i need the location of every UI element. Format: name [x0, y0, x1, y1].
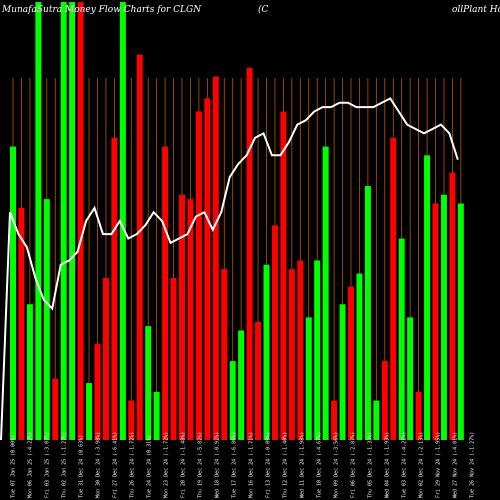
x-tick-label: Mon 02 Dec 24 (-2.13%): [419, 432, 425, 498]
x-tick-label: Tue 03 Dec 24 (-4.21%): [402, 432, 408, 498]
bar-down: [381, 361, 388, 440]
x-tick-label: Tue 26 Nov 24 (-1.27%): [470, 432, 476, 498]
bar-down: [128, 400, 135, 440]
x-tick-label: Mon 16 Dec 24 (-1.71%): [249, 432, 255, 498]
x-tick-label: Mon 09 Dec 24 (-3.56%): [334, 432, 340, 498]
bar-down: [77, 2, 84, 440]
bar-up: [69, 2, 76, 440]
bar-up: [86, 383, 93, 440]
x-tick-label: Tue 24 Dec 24 (0.31%): [147, 435, 153, 498]
x-tick-label: Tue 17 Dec 24 (-6.86%): [232, 432, 238, 498]
bar-down: [280, 111, 287, 440]
x-tick-label: Thu 26 Dec 24 (-1.72%): [130, 432, 136, 498]
bar-down: [348, 286, 354, 440]
chart-title-mid: (C: [258, 4, 269, 15]
x-tick-label: Mon 23 Dec 24 (-1.72%): [164, 432, 170, 498]
x-tick-label: Thu 19 Dec 24 (-5.82%): [198, 432, 204, 498]
bar-down: [187, 199, 194, 440]
bar-down: [449, 172, 456, 440]
x-tick-label: Fri 13 Dec 24 (-0.09%): [266, 432, 272, 498]
x-tick-label: Fri 27 Dec 24 (-6.41%): [113, 432, 119, 498]
bar-up: [10, 146, 16, 441]
bar-up: [373, 400, 380, 440]
bar-up: [60, 2, 67, 440]
bar-down: [212, 76, 219, 441]
bar-down: [288, 269, 295, 440]
bar-up: [263, 264, 270, 440]
bar-up: [119, 2, 126, 440]
bar-down: [415, 391, 422, 440]
x-tick-label: Mon 30 Dec 24 (-3.98%): [96, 432, 102, 498]
bar-down: [297, 260, 304, 440]
x-tick-label: Wed 18 Dec 24 (-0.92%): [215, 432, 221, 498]
bar-up: [229, 361, 236, 440]
bar-up: [145, 326, 152, 440]
bar-down: [246, 67, 253, 440]
bar-up: [314, 260, 321, 440]
bar-down: [432, 203, 439, 440]
bar-down: [136, 54, 143, 441]
bar-down: [255, 321, 262, 440]
chart-title-left: MunafaSutra Money Flow Charts for CLGN: [1, 5, 202, 15]
bar-down: [331, 400, 338, 440]
bar-down: [170, 277, 177, 440]
bar-up: [356, 273, 363, 440]
x-tick-label: Fri 03 Jan 25 (-3.07%): [45, 432, 51, 498]
bar-series: [10, 2, 464, 441]
bar-down: [221, 269, 228, 440]
x-tick-label: Fri 29 Nov 24 (-1.95%): [436, 432, 442, 498]
x-tick-label: Thu 05 Dec 24 (-1.33%): [368, 432, 374, 498]
bar-up: [238, 330, 245, 440]
bar-down: [94, 343, 101, 440]
bar-up: [305, 317, 312, 440]
x-tick-label: Wed 11 Dec 24 (-1.98%): [300, 432, 306, 498]
bar-down: [18, 207, 25, 440]
x-axis-tick-labels: Tue 07 Jan 25 (0.00%) Mon 06 Jan 25 (-4.2…: [11, 432, 476, 498]
x-tick-label: Tue 10 Dec 24 (-4.67%): [317, 432, 323, 498]
x-tick-label: Thu 02 Jan 25 (-1.27%): [62, 432, 68, 498]
bar-down: [179, 194, 185, 440]
bar-up: [339, 304, 346, 440]
bar-down: [271, 225, 278, 440]
bar-up: [424, 155, 431, 441]
x-tick-label: Thu 12 Dec 24 (-1.40%): [283, 432, 289, 498]
bar-up: [26, 304, 33, 440]
bar-down: [390, 137, 397, 440]
x-tick-label: Fri 20 Dec 24 (-1.48%): [181, 432, 187, 498]
x-tick-label: Fri 06 Dec 24 (-2.87%): [351, 432, 357, 498]
bar-up: [364, 185, 371, 440]
x-tick-label: Mon 06 Jan 25 (-4.22%): [28, 432, 34, 498]
bar-down: [195, 111, 202, 440]
bar-up: [153, 391, 160, 440]
x-tick-label: Tue 07 Jan 25 (0.00%): [11, 435, 17, 498]
bar-up: [440, 194, 447, 440]
bar-down: [162, 146, 169, 441]
x-tick-label: Tue 31 Dec 24 (0.63%): [79, 435, 85, 498]
bar-up: [407, 317, 414, 440]
bar-up: [43, 199, 50, 440]
x-tick-label: Wed 27 Nov 24 (-4.01%): [453, 432, 459, 498]
bar-up: [398, 238, 405, 440]
x-tick-label: Wed 04 Dec 24 (-1.93%): [385, 432, 391, 498]
bar-down: [204, 98, 211, 441]
bar-down: [102, 277, 109, 440]
bar-down: [52, 378, 59, 440]
chart-title-right: ollPlant Hold: [452, 5, 500, 15]
bar-up: [322, 146, 329, 441]
bar-up: [457, 203, 464, 440]
bar-up: [35, 2, 42, 440]
money-flow-line: [0, 97, 459, 441]
bar-down: [111, 137, 118, 440]
